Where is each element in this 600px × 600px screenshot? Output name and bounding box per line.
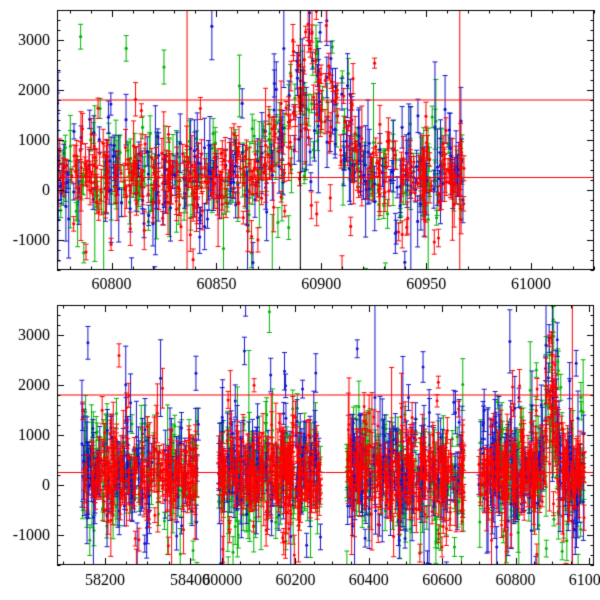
bottom-panel-chart xyxy=(0,298,600,600)
top-panel-chart xyxy=(0,0,600,298)
